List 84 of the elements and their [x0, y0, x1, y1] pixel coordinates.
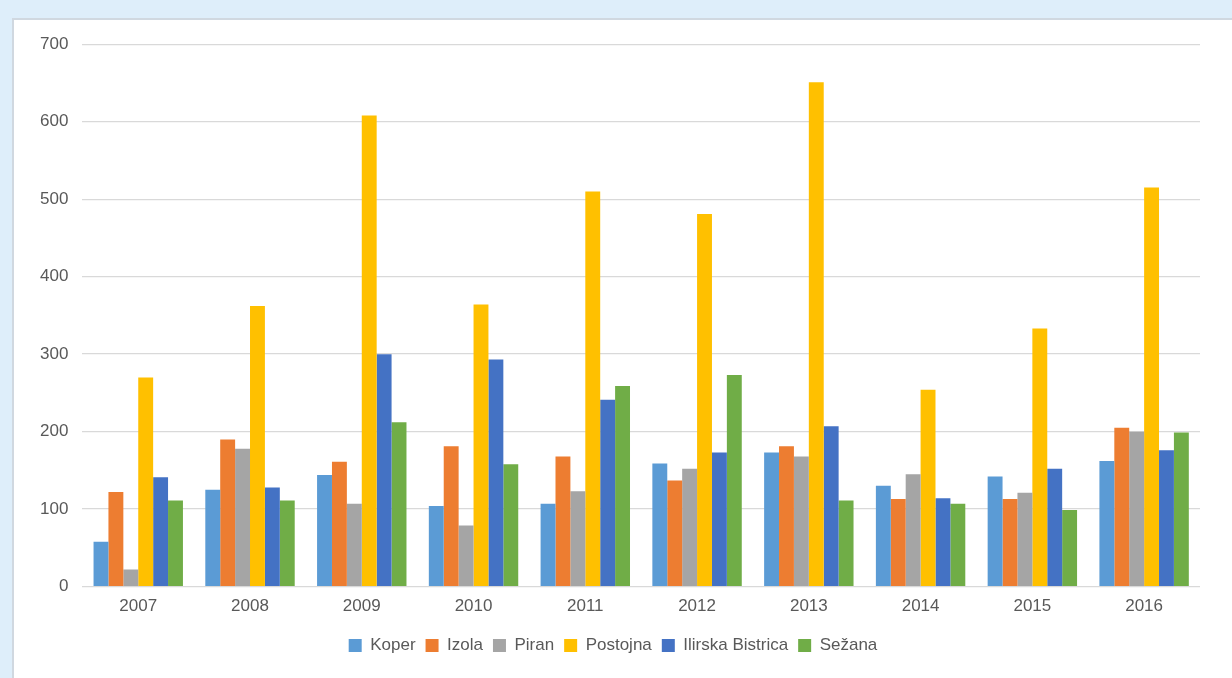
- x-tick-label: 2011: [567, 596, 604, 616]
- bar: [779, 446, 794, 586]
- bar: [875, 485, 891, 586]
- bar: [1159, 450, 1174, 586]
- bar: [279, 500, 295, 586]
- bar: [1002, 499, 1018, 586]
- y-tick-label: 200: [39, 421, 69, 441]
- bar: [1032, 328, 1048, 586]
- bar: [585, 191, 601, 586]
- legend-label: Piran: [514, 635, 555, 655]
- bar: [652, 463, 668, 586]
- y-tick-label: 400: [39, 266, 69, 286]
- x-tick-label: 2012: [678, 596, 716, 616]
- bar: [331, 461, 347, 586]
- bar: [93, 541, 109, 586]
- bar: [987, 476, 1003, 586]
- bar: [570, 491, 586, 586]
- bar: [711, 452, 727, 586]
- bar: [123, 569, 139, 586]
- y-tick-label: 600: [39, 111, 69, 131]
- y-tick-label: 300: [39, 343, 69, 363]
- bar: [905, 474, 921, 586]
- bar: [1129, 431, 1145, 586]
- bar: [555, 456, 571, 586]
- x-tick-label: 2015: [1013, 596, 1052, 616]
- x-tick-label: 2014: [901, 596, 940, 616]
- bar: [838, 500, 854, 586]
- bar: [950, 503, 966, 586]
- bar: [346, 503, 362, 586]
- legend-label: Koper: [370, 635, 416, 655]
- bar: [376, 354, 392, 586]
- bar: [153, 477, 169, 586]
- bar: [1017, 492, 1033, 586]
- bar: [168, 500, 183, 586]
- bar: [726, 375, 742, 586]
- legend-label: Ilirska Bistrica: [683, 635, 789, 655]
- bar: [503, 464, 519, 586]
- y-tick-label: 100: [39, 498, 69, 518]
- bar: [108, 492, 124, 586]
- bar: [205, 489, 221, 586]
- bar: [935, 498, 951, 586]
- bar: [361, 115, 377, 586]
- x-tick-label: 2009: [342, 596, 381, 616]
- bar: [667, 480, 683, 586]
- x-tick-label: 2013: [789, 596, 828, 616]
- bar: [428, 506, 444, 586]
- x-tick-label: 2010: [454, 596, 493, 616]
- bar: [443, 446, 459, 586]
- x-tick-label: 2008: [231, 596, 269, 616]
- y-tick-label: 500: [39, 188, 69, 208]
- bar: [1173, 432, 1189, 586]
- bar: [250, 306, 265, 586]
- bar: [1047, 468, 1063, 586]
- legend-label: Postojna: [585, 635, 653, 655]
- bar: [1144, 187, 1160, 586]
- legend-label: Sežana: [819, 635, 878, 655]
- bar: [1099, 461, 1115, 586]
- bar: [920, 389, 936, 586]
- bar: [697, 213, 712, 586]
- bar: [540, 503, 556, 586]
- y-tick-label: 700: [39, 33, 69, 53]
- bar: [793, 456, 809, 586]
- x-tick-label: 2007: [119, 596, 158, 616]
- bar: [1114, 427, 1130, 586]
- bar: [391, 422, 407, 586]
- bar: [1062, 509, 1078, 586]
- bar: [808, 82, 824, 586]
- bar: [220, 439, 236, 586]
- legend-label: Izola: [447, 635, 484, 655]
- bar: [764, 452, 780, 586]
- bar: [823, 426, 839, 586]
- bar: [682, 468, 698, 586]
- bar: [615, 385, 631, 586]
- x-tick-label: 2016: [1125, 596, 1164, 616]
- bar: [458, 525, 474, 586]
- bar: [138, 377, 154, 586]
- bar: [488, 359, 504, 586]
- bar: [600, 399, 616, 586]
- bar: [264, 487, 280, 586]
- bar: [235, 448, 251, 586]
- bar: [473, 304, 489, 586]
- bar: [317, 475, 332, 586]
- y-tick-label: 0: [58, 576, 69, 596]
- bar: [890, 499, 906, 586]
